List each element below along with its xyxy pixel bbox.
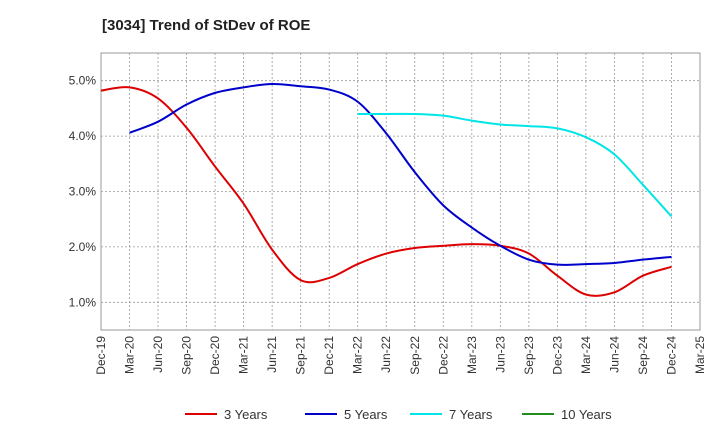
x-tick-label: Mar-22 [351,336,365,374]
series-lines [100,83,673,297]
x-tick-label: Dec-24 [664,336,678,375]
chart-title: [3034] Trend of StDev of ROE [102,17,310,34]
x-tick-label: Dec-19 [94,336,108,375]
legend-label: 10 Years [561,407,612,422]
x-tick-label: Jun-22 [379,336,393,373]
x-tick-label: Sep-24 [636,336,650,375]
x-tick-label: Jun-21 [265,336,279,373]
x-tick-label: Sep-23 [522,336,536,375]
x-tick-label: Jun-24 [607,336,621,373]
x-tick-label: Sep-21 [294,336,308,375]
legend-label: 5 Years [344,407,388,422]
y-tick-label: 1.0% [69,295,97,309]
x-tick-label: Jun-23 [493,336,507,373]
x-axis: Dec-19 Mar-20 Jun-20 Sep-20 Dec-20 Mar-21 Jun-… [94,336,707,375]
legend-label: 7 Years [449,407,493,422]
series-line-5-years [129,83,672,266]
x-tick-label: Mar-24 [579,336,593,374]
x-tick-label: Sep-22 [408,336,422,375]
series-line-3-years [100,86,672,297]
x-tick-label: Mar-25 [693,336,707,374]
x-tick-label: Dec-23 [550,336,564,375]
y-tick-label: 2.0% [69,240,97,254]
x-tick-label: Mar-23 [465,336,479,374]
x-tick-label: Dec-21 [322,336,336,375]
plot-area [100,52,701,331]
x-tick-label: Jun-20 [151,336,165,373]
y-tick-label: 3.0% [69,185,97,199]
y-axis: 1.0% 2.0% 3.0% 4.0% 5.0% [69,74,97,310]
y-tick-label: 5.0% [69,74,97,88]
series-line-7-years [357,112,673,218]
legend-label: 3 Years [224,407,268,422]
legend: 3 Years 5 Years 7 Years 10 Years [185,407,612,422]
x-tick-label: Mar-20 [123,336,137,374]
x-tick-label: Dec-20 [208,336,222,375]
x-tick-label: Dec-22 [436,336,450,375]
x-tick-label: Mar-21 [237,336,251,374]
y-tick-label: 4.0% [69,129,97,143]
x-tick-label: Sep-20 [180,336,194,375]
